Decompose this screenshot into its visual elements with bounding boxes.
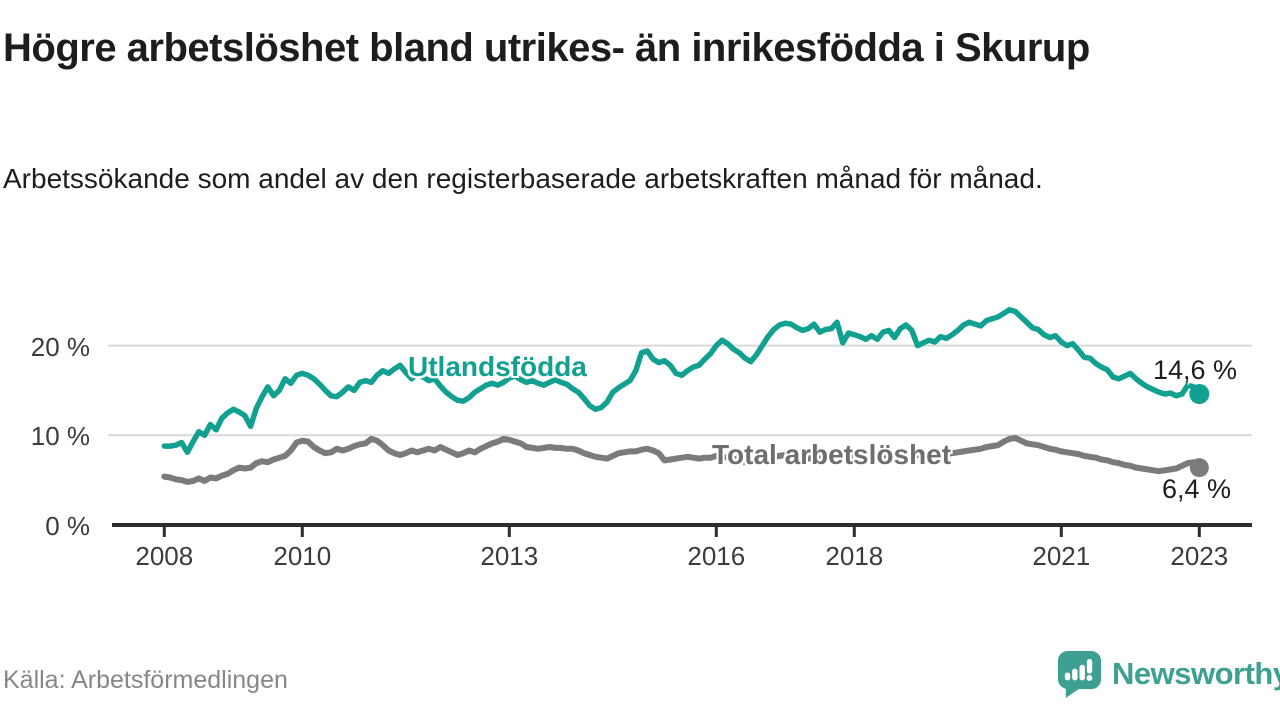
series-label-utlandsfodda: Utlandsfödda bbox=[408, 351, 587, 382]
x-tick-label: 2008 bbox=[135, 541, 194, 571]
newsworthy-logo: Newsworthy bbox=[1056, 650, 1280, 698]
x-tick-label: 2018 bbox=[825, 541, 884, 571]
y-tick-label: 20 % bbox=[30, 331, 90, 362]
x-tick-label: 2023 bbox=[1170, 541, 1229, 571]
source-note: Källa: Arbetsförmedlingen bbox=[3, 666, 288, 694]
y-tick-label: 0 % bbox=[45, 511, 90, 541]
x-axis-ticks bbox=[162, 525, 1201, 537]
gridlines bbox=[108, 344, 1252, 437]
x-tick-label: 2013 bbox=[480, 541, 539, 571]
x-tick-label: 2010 bbox=[273, 541, 332, 571]
series-line-1 bbox=[161, 435, 1203, 485]
x-tick-label: 2016 bbox=[687, 541, 746, 571]
end-value-label-total: 6,4 % bbox=[1162, 474, 1232, 504]
series-end-dot-0 bbox=[1189, 384, 1210, 404]
page-title: Högre arbetslöshet bland utrikes- än inr… bbox=[3, 26, 1090, 70]
newsworthy-bubble-chart-icon bbox=[1057, 650, 1102, 698]
x-tick-label: 2021 bbox=[1032, 541, 1091, 571]
series-end-dot-1 bbox=[1189, 458, 1209, 478]
series-end-dots bbox=[1189, 384, 1210, 478]
newsworthy-wordmark: Newsworthy bbox=[1112, 656, 1280, 691]
series-line-0 bbox=[161, 306, 1203, 456]
series-label-total-arbetsloshet: Total arbetslöshet bbox=[712, 439, 952, 470]
end-value-label-utlandsfodda: 14,6 % bbox=[1153, 355, 1238, 385]
series-lines bbox=[161, 306, 1203, 485]
y-tick-label: 10 % bbox=[30, 421, 90, 452]
chart-subtitle: Arbetssökande som andel av den registerb… bbox=[3, 163, 1043, 194]
